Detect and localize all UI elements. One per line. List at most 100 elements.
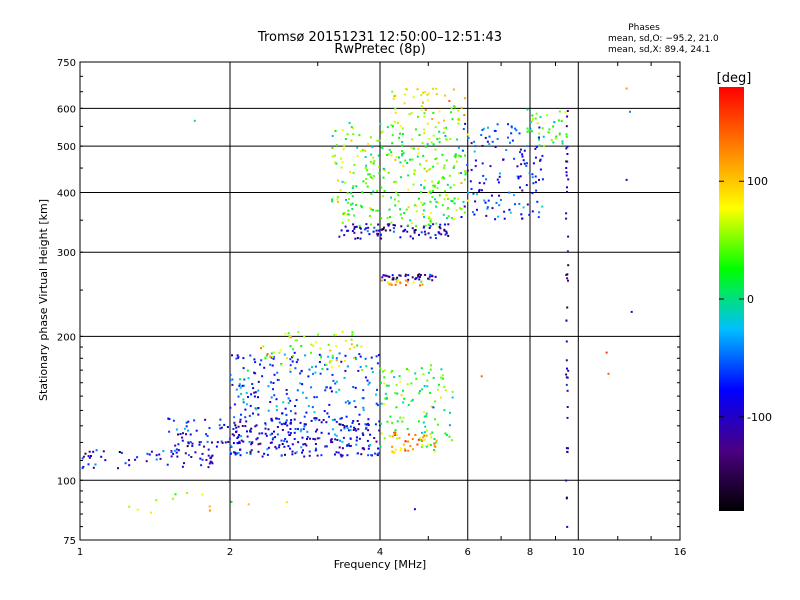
data-point xyxy=(539,116,542,119)
data-point xyxy=(359,355,362,358)
x-tick-label: 8 xyxy=(527,547,533,558)
colorbar-tick-label: 100 xyxy=(747,175,768,188)
data-point xyxy=(420,446,423,449)
data-point xyxy=(432,134,435,137)
data-point xyxy=(463,178,466,181)
y-tick-label: 100 xyxy=(57,476,76,487)
data-point xyxy=(421,440,424,442)
data-point xyxy=(365,423,368,426)
data-point xyxy=(238,383,241,386)
data-point xyxy=(497,181,500,184)
data-point xyxy=(365,365,368,368)
data-point xyxy=(365,178,368,180)
data-point xyxy=(240,392,243,395)
data-point xyxy=(374,452,376,455)
data-point xyxy=(260,347,262,350)
data-point xyxy=(327,343,330,346)
data-point xyxy=(438,232,441,235)
data-point xyxy=(534,117,537,120)
data-point xyxy=(358,353,361,356)
data-point xyxy=(377,223,380,226)
data-point xyxy=(253,395,256,398)
data-point xyxy=(413,204,416,207)
data-point xyxy=(300,345,303,347)
data-point xyxy=(459,155,462,158)
data-point xyxy=(340,166,343,169)
data-point xyxy=(384,229,387,232)
data-point xyxy=(331,198,334,201)
data-point xyxy=(231,354,233,357)
data-point xyxy=(519,148,522,151)
data-point xyxy=(336,439,339,441)
data-point xyxy=(292,355,295,357)
data-point xyxy=(422,433,425,435)
data-point xyxy=(297,331,300,333)
data-point xyxy=(351,187,354,190)
data-point xyxy=(336,196,339,199)
data-point xyxy=(404,449,407,452)
data-point xyxy=(467,191,470,194)
data-point xyxy=(395,278,398,281)
data-point xyxy=(312,372,314,375)
data-point xyxy=(567,178,570,181)
data-point xyxy=(526,162,528,165)
data-point xyxy=(146,452,149,455)
data-point xyxy=(367,173,370,176)
data-point xyxy=(526,130,529,133)
data-point xyxy=(299,430,302,433)
data-point xyxy=(532,162,535,165)
data-point xyxy=(379,445,382,448)
data-point xyxy=(497,215,500,218)
data-point xyxy=(427,232,430,235)
data-point xyxy=(320,421,323,424)
data-point xyxy=(402,416,405,419)
data-point xyxy=(293,418,296,421)
data-point xyxy=(394,107,397,110)
data-point xyxy=(481,162,484,165)
data-point xyxy=(351,422,354,424)
data-point xyxy=(383,168,386,171)
data-point xyxy=(349,170,351,173)
data-point xyxy=(293,438,296,440)
data-point xyxy=(425,429,428,432)
data-point xyxy=(407,369,410,371)
data-point xyxy=(278,444,281,447)
data-point xyxy=(451,390,454,393)
data-point xyxy=(454,153,457,156)
data-point xyxy=(473,140,476,143)
data-point xyxy=(445,159,448,162)
data-point xyxy=(92,466,95,469)
data-point xyxy=(460,172,463,174)
data-point xyxy=(376,362,379,365)
data-point xyxy=(411,227,414,230)
data-point xyxy=(426,143,429,146)
data-point xyxy=(408,113,411,116)
data-point xyxy=(421,283,424,286)
data-point xyxy=(520,213,523,216)
data-point xyxy=(430,221,433,224)
data-point xyxy=(531,192,534,195)
data-point xyxy=(525,184,528,187)
data-point xyxy=(443,198,446,201)
data-point xyxy=(274,445,277,448)
data-point xyxy=(436,388,439,391)
data-point xyxy=(438,130,441,133)
data-point xyxy=(354,386,357,389)
data-point xyxy=(410,222,413,225)
data-point xyxy=(431,431,434,434)
data-point xyxy=(247,396,249,398)
data-point xyxy=(344,401,347,404)
data-point xyxy=(366,379,369,382)
data-point xyxy=(341,424,344,426)
data-point xyxy=(566,451,569,453)
data-point xyxy=(248,440,251,443)
data-point xyxy=(525,164,528,167)
data-point xyxy=(424,224,427,227)
data-point xyxy=(423,225,426,228)
data-point xyxy=(447,198,450,200)
data-point xyxy=(441,153,444,156)
data-point xyxy=(370,192,373,195)
data-point xyxy=(351,331,354,334)
data-point xyxy=(432,143,435,146)
data-point xyxy=(433,185,436,188)
